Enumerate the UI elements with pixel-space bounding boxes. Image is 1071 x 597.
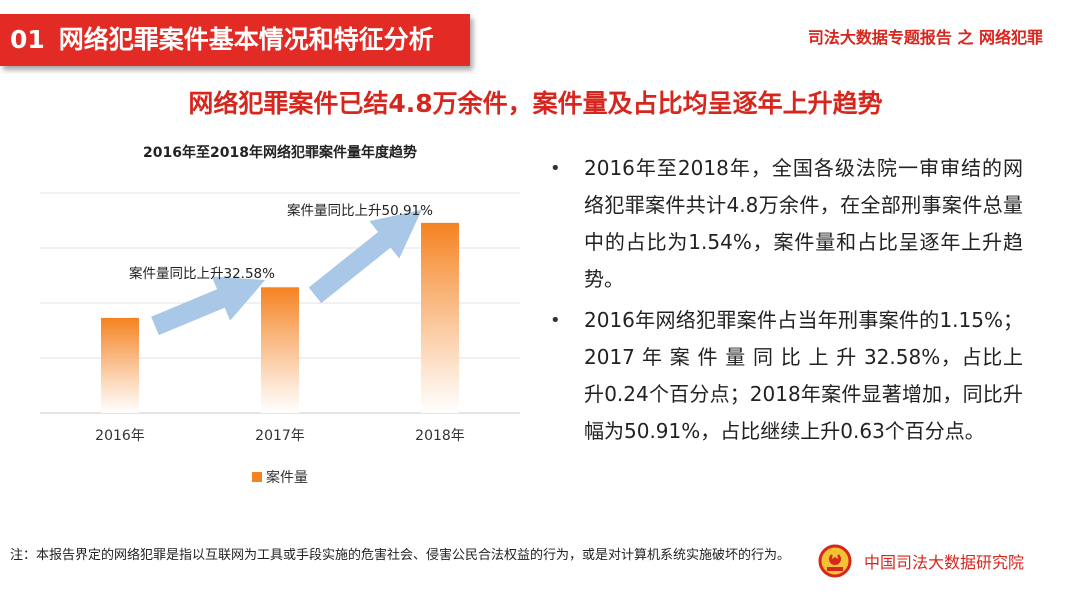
x-tick-label: 2017年 xyxy=(255,428,305,444)
bar-3 xyxy=(421,222,459,413)
section-tab: 01 网络犯罪案件基本情况和特征分析 xyxy=(0,14,470,66)
bullet-item: 2016年至2018年，全国各级法院一审审结的网络犯罪案件共计4.8万余件，在全… xyxy=(548,150,1023,298)
report-tag: 司法大数据专题报告 之 网络犯罪 xyxy=(807,28,1043,47)
page-headline: 网络犯罪案件已结4.8万余件，案件量及占比均呈逐年上升趋势 xyxy=(188,89,883,118)
x-tick-label: 2016年 xyxy=(95,428,145,444)
bullet-item: 2016年网络犯罪案件占当年刑事案件的1.15%； 2017 年 案 件 量 同… xyxy=(548,302,1023,450)
legend-swatch xyxy=(252,472,262,482)
annotation-label: 案件量同比上升32.58% xyxy=(129,265,275,282)
org-name: 中国司法大数据研究院 xyxy=(864,553,1025,572)
legend-label: 案件量 xyxy=(266,469,308,486)
section-number: 01 xyxy=(10,25,45,54)
court-emblem-icon xyxy=(818,544,852,578)
chart-title: 2016年至2018年网络犯罪案件量年度趋势 xyxy=(143,145,417,161)
x-tick-label: 2018年 xyxy=(415,428,465,444)
case-volume-chart: 2016年 2017年 2018年 案件量同比上升32.58% 案件量同比上升50.91… xyxy=(40,192,520,486)
summary-bullets: 2016年至2018年，全国各级法院一审审结的网络犯罪案件共计4.8万余件，在全… xyxy=(548,150,1023,454)
bar-2 xyxy=(261,287,299,413)
trend-arrow xyxy=(308,209,422,304)
org-logo: 中国司法大数据研究院 xyxy=(818,543,1024,579)
footnote: 注：本报告界定的网络犯罪是指以互联网为工具或手段实施的危害社会、侵害公民合法权益… xyxy=(10,548,791,563)
annotation-label: 案件量同比上升50.91% xyxy=(287,202,433,219)
section-title: 网络犯罪案件基本情况和特征分析 xyxy=(58,25,434,54)
trend-arrow xyxy=(151,276,266,336)
bar-1 xyxy=(101,317,139,413)
